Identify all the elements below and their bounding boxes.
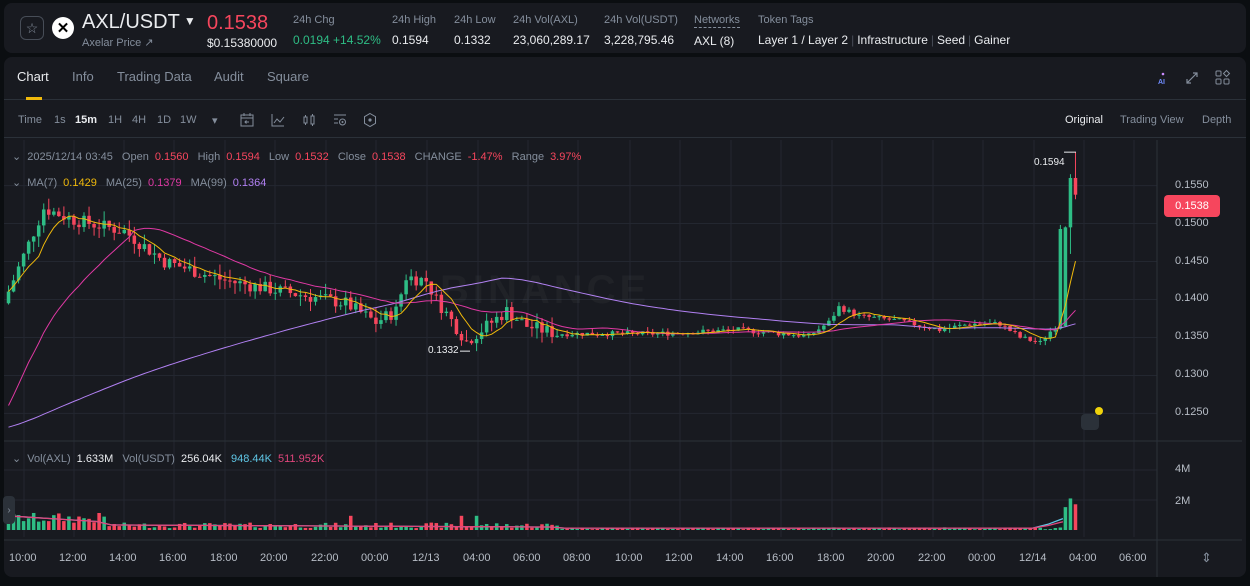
active-tab-indicator — [26, 97, 42, 100]
interval-1h[interactable]: 1H — [108, 114, 123, 126]
interval-4h[interactable]: 4H — [132, 114, 147, 126]
indicators-icon[interactable] — [270, 112, 286, 128]
tab-info[interactable]: Info — [72, 69, 94, 84]
market-header: ☆ ✕ AXL/USDT ▼ Axelar Price ↗ 0.1538 $0.1… — [4, 3, 1246, 53]
token-tags: Token Tags Layer 1 / Layer 2 | Infrastruct… — [758, 14, 1011, 47]
widgets-icon[interactable] — [1214, 69, 1232, 87]
chart-settings-icon[interactable] — [332, 112, 348, 128]
star-icon: ☆ — [25, 19, 39, 36]
tag-link[interactable]: Layer 1 / Layer 2 — [758, 33, 849, 47]
stat-24h-change: 24h Chg 0.0194 +14.52% — [293, 14, 381, 47]
hexagon-settings-icon[interactable] — [362, 112, 378, 128]
time-label: Time — [18, 114, 43, 126]
axelar-logo: ✕ — [52, 17, 74, 39]
stat-24h-vol-axl: 24h Vol(AXL) 23,060,289.17 — [513, 14, 590, 47]
interval-1s[interactable]: 1s — [54, 114, 66, 126]
view-trading-view[interactable]: Trading View — [1120, 114, 1184, 126]
candlestick-type-icon[interactable] — [301, 112, 317, 128]
pair-selector[interactable]: AXL/USDT ▼ — [82, 11, 196, 34]
networks-dropdown[interactable]: Networks AXL (8) — [694, 14, 740, 48]
tag-link[interactable]: Gainer — [974, 33, 1011, 47]
last-price-usd: $0.15380000 — [207, 36, 278, 50]
chart-toolbar: Time 1s 15m 1H 4H 1D 1W ▾ Original Tradi… — [4, 100, 1246, 138]
interval-1w[interactable]: 1W — [180, 114, 197, 126]
favorite-button[interactable]: ☆ — [20, 16, 44, 40]
svg-text:AI: AI — [1158, 79, 1165, 85]
fullscreen-icon[interactable] — [1184, 70, 1200, 86]
chart-tabs: Chart Info Trading Data Audit Square AI — [4, 57, 1246, 100]
price-info-link[interactable]: Axelar Price ↗ — [82, 37, 154, 49]
interval-1d[interactable]: 1D — [157, 114, 172, 126]
interval-dropdown-icon[interactable]: ▾ — [212, 115, 218, 127]
tab-audit[interactable]: Audit — [214, 69, 244, 84]
stat-24h-vol-usdt: 24h Vol(USDT) 3,228,795.46 — [604, 14, 678, 47]
tag-link[interactable]: Seed — [937, 33, 966, 47]
stat-24h-low: 24h Low 0.1332 — [454, 14, 496, 47]
calendar-go-to-date-icon[interactable] — [239, 112, 255, 128]
stat-24h-high: 24h High 0.1594 — [392, 14, 437, 47]
interval-15m[interactable]: 15m — [75, 114, 98, 126]
tab-trading-data[interactable]: Trading Data — [117, 69, 192, 84]
tab-square[interactable]: Square — [267, 69, 309, 84]
pair-name: AXL/USDT — [82, 11, 180, 33]
caret-down-icon: ▼ — [183, 14, 196, 28]
last-price: 0.1538 — [207, 12, 269, 34]
view-depth[interactable]: Depth — [1202, 114, 1232, 126]
tab-chart[interactable]: Chart — [17, 69, 49, 84]
ai-icon[interactable]: AI — [1156, 71, 1170, 85]
chart-panel: Chart Info Trading Data Audit Square AI … — [4, 57, 1246, 577]
view-original[interactable]: Original — [1065, 114, 1103, 126]
tag-link[interactable]: Infrastructure — [857, 33, 928, 47]
